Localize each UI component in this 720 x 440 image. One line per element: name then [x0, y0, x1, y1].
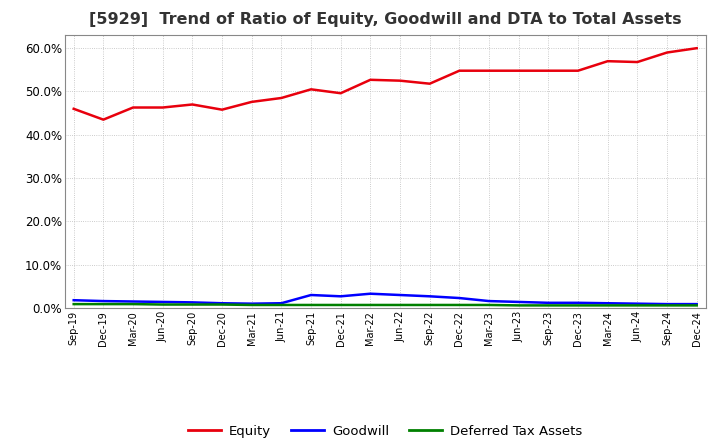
Equity [396, 78, 405, 83]
Goodwill [129, 299, 138, 304]
Equity [248, 99, 256, 105]
Deferred Tax Assets [633, 303, 642, 308]
Equity [455, 68, 464, 73]
Goodwill [158, 299, 167, 304]
Deferred Tax Assets [217, 302, 226, 307]
Equity [514, 68, 523, 73]
Goodwill [217, 301, 226, 306]
Equity [662, 50, 671, 55]
Goodwill [485, 298, 493, 304]
Goodwill [396, 292, 405, 297]
Goodwill [603, 301, 612, 306]
Goodwill [544, 300, 553, 305]
Line: Goodwill: Goodwill [73, 294, 697, 304]
Title: [5929]  Trend of Ratio of Equity, Goodwill and DTA to Total Assets: [5929] Trend of Ratio of Equity, Goodwil… [89, 12, 682, 27]
Deferred Tax Assets [188, 302, 197, 307]
Deferred Tax Assets [307, 302, 315, 308]
Deferred Tax Assets [336, 302, 345, 308]
Line: Deferred Tax Assets: Deferred Tax Assets [73, 304, 697, 305]
Goodwill [455, 295, 464, 301]
Deferred Tax Assets [544, 303, 553, 308]
Equity [158, 105, 167, 110]
Deferred Tax Assets [129, 301, 138, 307]
Deferred Tax Assets [455, 302, 464, 308]
Deferred Tax Assets [662, 303, 671, 308]
Equity [277, 95, 286, 101]
Deferred Tax Assets [396, 302, 405, 308]
Deferred Tax Assets [99, 301, 108, 307]
Equity [574, 68, 582, 73]
Goodwill [426, 293, 434, 299]
Equity [426, 81, 434, 86]
Goodwill [633, 301, 642, 306]
Goodwill [693, 301, 701, 307]
Deferred Tax Assets [366, 302, 374, 308]
Deferred Tax Assets [277, 302, 286, 308]
Deferred Tax Assets [693, 303, 701, 308]
Deferred Tax Assets [603, 303, 612, 308]
Deferred Tax Assets [574, 303, 582, 308]
Goodwill [514, 299, 523, 304]
Deferred Tax Assets [158, 302, 167, 307]
Equity [307, 87, 315, 92]
Deferred Tax Assets [514, 303, 523, 308]
Goodwill [307, 292, 315, 297]
Goodwill [99, 298, 108, 304]
Equity [633, 59, 642, 65]
Goodwill [574, 300, 582, 305]
Goodwill [248, 301, 256, 306]
Deferred Tax Assets [248, 302, 256, 308]
Equity [99, 117, 108, 122]
Equity [603, 59, 612, 64]
Equity [693, 46, 701, 51]
Equity [336, 91, 345, 96]
Deferred Tax Assets [485, 302, 493, 308]
Goodwill [366, 291, 374, 297]
Deferred Tax Assets [426, 302, 434, 308]
Equity [544, 68, 553, 73]
Legend: Equity, Goodwill, Deferred Tax Assets: Equity, Goodwill, Deferred Tax Assets [183, 420, 588, 440]
Goodwill [336, 293, 345, 299]
Equity [366, 77, 374, 82]
Goodwill [188, 300, 197, 305]
Equity [69, 106, 78, 111]
Goodwill [69, 297, 78, 303]
Deferred Tax Assets [69, 301, 78, 307]
Line: Equity: Equity [73, 48, 697, 120]
Equity [188, 102, 197, 107]
Equity [485, 68, 493, 73]
Goodwill [277, 301, 286, 306]
Equity [217, 107, 226, 112]
Goodwill [662, 301, 671, 307]
Equity [129, 105, 138, 110]
